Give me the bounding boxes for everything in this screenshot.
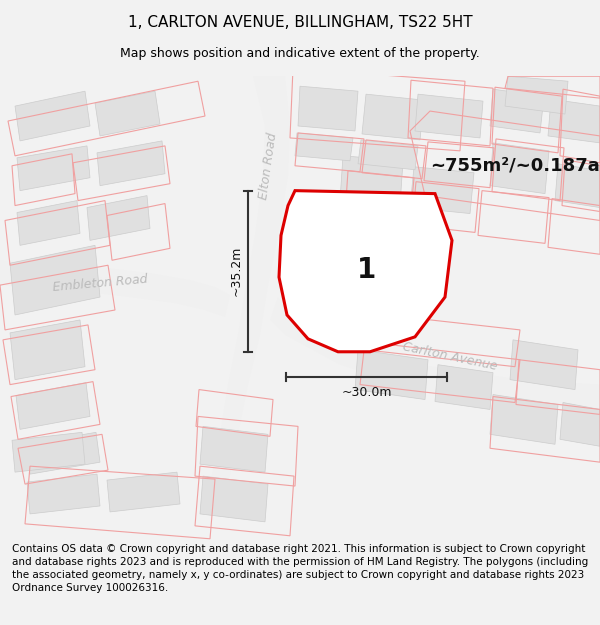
Polygon shape	[107, 472, 180, 512]
Polygon shape	[310, 216, 388, 270]
Polygon shape	[355, 350, 428, 399]
Polygon shape	[270, 297, 600, 409]
Polygon shape	[279, 191, 452, 352]
Polygon shape	[295, 133, 353, 161]
Polygon shape	[26, 432, 100, 474]
Text: ~30.0m: ~30.0m	[341, 386, 392, 399]
Text: Elton Road: Elton Road	[257, 131, 279, 200]
Polygon shape	[10, 320, 85, 379]
Polygon shape	[410, 167, 474, 214]
Polygon shape	[490, 143, 549, 194]
Polygon shape	[298, 86, 358, 131]
Polygon shape	[200, 476, 268, 522]
Polygon shape	[560, 402, 600, 446]
Polygon shape	[210, 76, 290, 484]
Polygon shape	[27, 474, 100, 514]
Polygon shape	[12, 432, 85, 472]
Text: Carlton Avenue: Carlton Avenue	[401, 341, 499, 373]
Text: Contains OS data © Crown copyright and database right 2021. This information is : Contains OS data © Crown copyright and d…	[12, 544, 588, 593]
Polygon shape	[415, 94, 483, 138]
Polygon shape	[200, 426, 268, 472]
Polygon shape	[10, 246, 100, 315]
Polygon shape	[548, 99, 600, 143]
Polygon shape	[555, 164, 600, 208]
Polygon shape	[358, 140, 418, 170]
Polygon shape	[490, 89, 544, 133]
Polygon shape	[17, 146, 90, 191]
Text: ~35.2m: ~35.2m	[229, 246, 242, 296]
Polygon shape	[362, 94, 424, 140]
Text: ~755m²/~0.187ac.: ~755m²/~0.187ac.	[430, 157, 600, 175]
Polygon shape	[490, 394, 558, 444]
Polygon shape	[340, 156, 403, 206]
Polygon shape	[505, 76, 568, 114]
Text: Map shows position and indicative extent of the property.: Map shows position and indicative extent…	[120, 48, 480, 60]
Polygon shape	[435, 365, 493, 409]
Text: 1, CARLTON AVENUE, BILLINGHAM, TS22 5HT: 1, CARLTON AVENUE, BILLINGHAM, TS22 5HT	[128, 15, 472, 30]
Polygon shape	[16, 382, 90, 429]
Polygon shape	[15, 91, 90, 141]
Polygon shape	[87, 196, 150, 241]
Polygon shape	[510, 340, 578, 389]
Text: 1: 1	[358, 256, 377, 284]
Polygon shape	[17, 201, 80, 246]
Polygon shape	[0, 260, 230, 317]
Text: Embleton Road: Embleton Road	[52, 272, 148, 294]
Polygon shape	[97, 141, 165, 186]
Polygon shape	[95, 91, 160, 136]
